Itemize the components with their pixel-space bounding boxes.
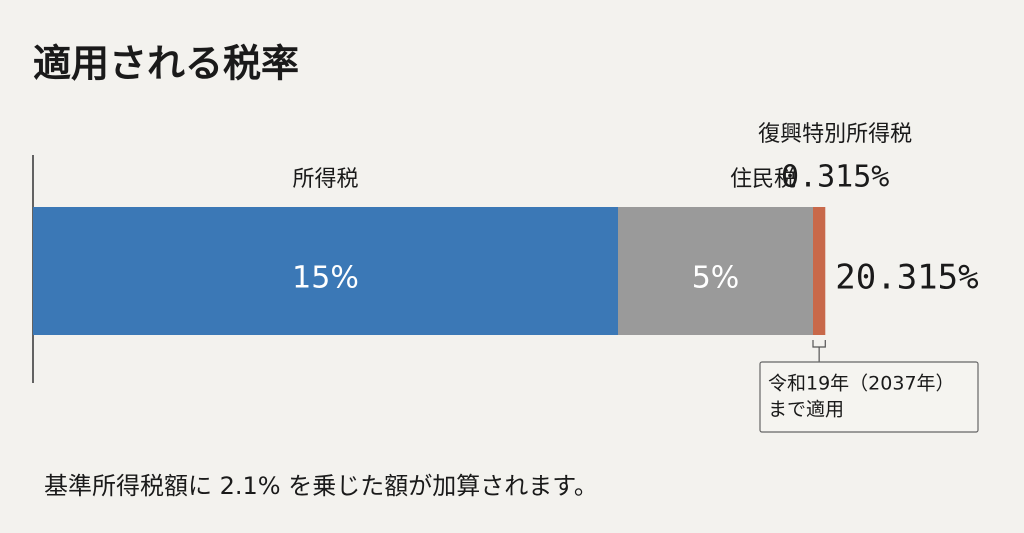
annotation-box	[759, 361, 979, 433]
value-label: 0.315%	[781, 160, 889, 195]
series-label: 復興特別所得税	[758, 122, 912, 147]
footnote: 基準所得税額に 2.1% を乗じた額が加算されます。	[44, 472, 598, 500]
bar-segment	[618, 207, 813, 335]
chart-title: 適用される税率	[33, 42, 299, 86]
annotation-text: 令和19年（2037年）	[768, 373, 955, 395]
value-label: 15%	[292, 261, 359, 296]
bar-segment	[813, 207, 826, 335]
bracket	[812, 340, 826, 362]
total-label: 20.315%	[835, 258, 978, 298]
bar-segment	[33, 207, 618, 335]
value-label: 5%	[692, 261, 740, 296]
annotation-text: まで適用	[768, 399, 844, 421]
series-label: 所得税	[292, 167, 358, 192]
series-label: 住民税	[730, 167, 796, 192]
